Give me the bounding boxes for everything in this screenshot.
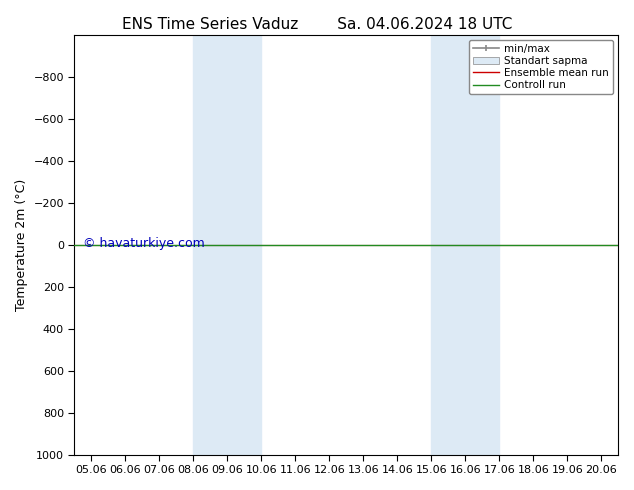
Bar — [432, 35, 465, 455]
Text: © havaturkiye.com: © havaturkiye.com — [82, 237, 204, 250]
Text: ENS Time Series Vaduz        Sa. 04.06.2024 18 UTC: ENS Time Series Vaduz Sa. 04.06.2024 18 … — [122, 17, 512, 32]
Legend: min/max, Standart sapma, Ensemble mean run, Controll run: min/max, Standart sapma, Ensemble mean r… — [469, 40, 613, 95]
Bar — [228, 35, 261, 455]
Bar — [465, 35, 500, 455]
Y-axis label: Temperature 2m (°C): Temperature 2m (°C) — [15, 178, 28, 311]
Bar — [193, 35, 228, 455]
